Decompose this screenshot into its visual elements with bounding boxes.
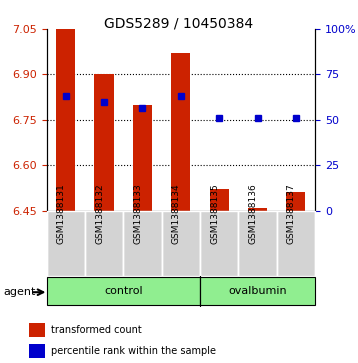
Bar xyxy=(209,189,229,211)
FancyBboxPatch shape xyxy=(200,211,238,276)
Text: GSM1388132: GSM1388132 xyxy=(95,183,104,244)
Text: GSM1388134: GSM1388134 xyxy=(172,183,181,244)
Text: GDS5289 / 10450384: GDS5289 / 10450384 xyxy=(105,16,253,30)
FancyBboxPatch shape xyxy=(200,277,315,305)
Text: GSM1388135: GSM1388135 xyxy=(210,183,219,244)
Bar xyxy=(248,208,267,211)
Text: GSM1388136: GSM1388136 xyxy=(248,183,257,244)
Bar xyxy=(286,192,305,211)
FancyBboxPatch shape xyxy=(123,211,161,276)
Bar xyxy=(29,323,45,337)
Text: ovalbumin: ovalbumin xyxy=(228,286,287,296)
Text: transformed count: transformed count xyxy=(51,325,142,335)
FancyBboxPatch shape xyxy=(47,277,200,305)
Bar xyxy=(133,105,152,211)
FancyBboxPatch shape xyxy=(47,211,85,276)
FancyBboxPatch shape xyxy=(85,211,123,276)
FancyBboxPatch shape xyxy=(277,211,315,276)
Text: control: control xyxy=(104,286,142,296)
Text: percentile rank within the sample: percentile rank within the sample xyxy=(51,346,216,356)
Text: GSM1388133: GSM1388133 xyxy=(134,183,142,244)
FancyBboxPatch shape xyxy=(238,211,277,276)
Text: GSM1388131: GSM1388131 xyxy=(57,183,66,244)
Bar xyxy=(56,29,75,211)
Bar xyxy=(29,344,45,358)
Text: GSM1388137: GSM1388137 xyxy=(287,183,296,244)
FancyBboxPatch shape xyxy=(161,211,200,276)
Text: agent: agent xyxy=(4,287,36,297)
Bar xyxy=(171,53,190,211)
Bar xyxy=(95,74,114,211)
